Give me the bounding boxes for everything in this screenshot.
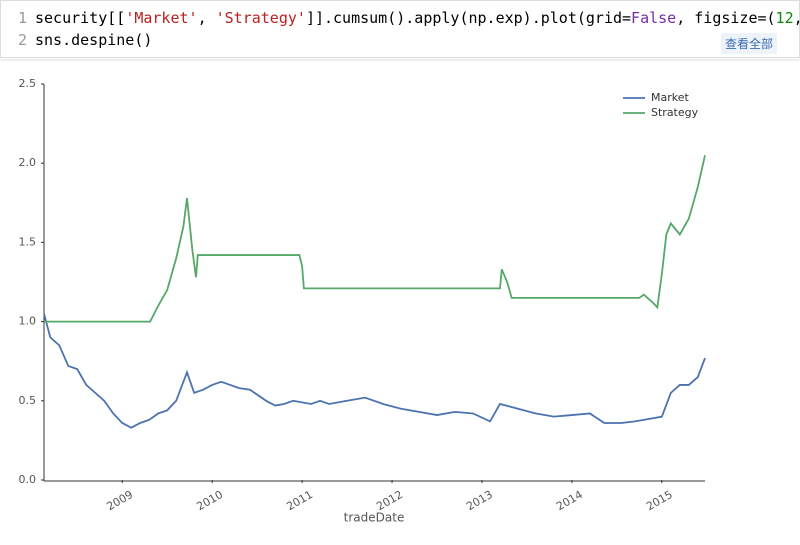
code-token: security[[	[35, 9, 126, 27]
y-tick-label: 0.5	[19, 394, 37, 407]
code-token: ]].cumsum().apply(np.exp).plot(grid=	[305, 9, 632, 27]
x-tick-label: 2014	[554, 488, 585, 513]
x-tick-label: 2009	[104, 488, 135, 513]
code-cell[interactable]: 1 2 security[['Market', 'Strategy']].cum…	[0, 0, 800, 58]
x-tick-label: 2013	[464, 488, 495, 513]
legend-label: Market	[651, 91, 689, 104]
code-token: ,	[197, 9, 216, 27]
code-token: 12	[775, 9, 794, 27]
x-tick-label: 2011	[284, 488, 315, 513]
code-token: 'Strategy'	[215, 9, 306, 27]
line-number: 1	[17, 9, 27, 27]
code-token: False	[631, 9, 677, 27]
code-line: sns.despine()	[35, 31, 152, 49]
line-number: 2	[17, 31, 27, 49]
line-series	[44, 155, 706, 323]
code-token: 'Market'	[125, 9, 198, 27]
line-series	[43, 313, 706, 429]
code-token: , figsize=(	[676, 9, 776, 27]
y-tick-label: 1.5	[19, 235, 37, 248]
code-line: security[['Market', 'Strategy']].cumsum(…	[35, 9, 800, 27]
y-tick-label: 0.0	[19, 473, 37, 486]
code-token: ,	[794, 9, 800, 27]
code-token: sns.despine()	[35, 31, 153, 49]
legend-label: Strategy	[651, 106, 699, 119]
y-tick-label: 2.5	[19, 77, 37, 90]
x-tick-label: 2010	[194, 488, 225, 513]
x-tick-label: 2015	[644, 488, 675, 513]
x-tick-label: 2012	[374, 488, 405, 513]
show-all-button[interactable]: 查看全部	[721, 33, 778, 54]
y-tick-label: 2.0	[19, 156, 37, 169]
x-axis-label: tradeDate	[344, 511, 405, 525]
y-tick-label: 1.0	[19, 315, 37, 328]
